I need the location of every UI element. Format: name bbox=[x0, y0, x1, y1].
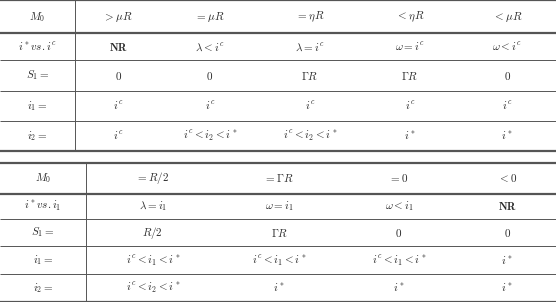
Text: $i^*$: $i^*$ bbox=[393, 282, 405, 294]
Text: $0$: $0$ bbox=[206, 69, 214, 82]
Text: $< 0$: $< 0$ bbox=[498, 172, 517, 184]
Text: $i^c$: $i^c$ bbox=[113, 99, 123, 112]
Text: $i^c$: $i^c$ bbox=[305, 99, 315, 112]
Text: $i^*vs.i^c$: $i^*vs.i^c$ bbox=[18, 40, 57, 53]
Text: $i^*vs.i_1$: $i^*vs.i_1$ bbox=[24, 199, 62, 213]
Text: $M_0$: $M_0$ bbox=[35, 172, 51, 185]
Text: $0$: $0$ bbox=[395, 226, 403, 239]
Text: $i^c < i_2 < i^*$: $i^c < i_2 < i^*$ bbox=[282, 129, 337, 143]
Text: $0$: $0$ bbox=[504, 226, 511, 239]
Text: $= \eta R$: $= \eta R$ bbox=[296, 9, 324, 24]
Text: $i^*$: $i^*$ bbox=[502, 130, 513, 142]
Text: $\omega = i^c$: $\omega = i^c$ bbox=[395, 40, 425, 53]
Text: $< \mu R$: $< \mu R$ bbox=[493, 10, 522, 24]
Text: $= R/2$: $= R/2$ bbox=[136, 170, 170, 186]
Text: $\Gamma R$: $\Gamma R$ bbox=[271, 226, 288, 239]
Text: $= \Gamma R$: $= \Gamma R$ bbox=[265, 172, 294, 184]
Text: $i^c < i_1 < i^*$: $i^c < i_1 < i^*$ bbox=[371, 253, 426, 268]
Text: $i_1 =$: $i_1 =$ bbox=[33, 253, 53, 267]
Text: $i^c < i_1 < i^*$: $i^c < i_1 < i^*$ bbox=[126, 253, 180, 268]
Text: $\lambda = i_1$: $\lambda = i_1$ bbox=[139, 199, 167, 213]
Text: $\omega < i^c$: $\omega < i^c$ bbox=[493, 40, 522, 53]
Text: $> \mu R$: $> \mu R$ bbox=[103, 10, 133, 24]
Text: $S_1 =$: $S_1 =$ bbox=[26, 69, 49, 82]
Text: $= \mu R$: $= \mu R$ bbox=[195, 10, 225, 24]
Text: $0$: $0$ bbox=[504, 69, 511, 82]
Text: $\mathbf{NR}$: $\mathbf{NR}$ bbox=[108, 41, 128, 53]
Text: $i^*$: $i^*$ bbox=[502, 254, 513, 267]
Text: $i^*$: $i^*$ bbox=[502, 282, 513, 294]
Text: $i^*$: $i^*$ bbox=[404, 130, 416, 142]
Text: $i^c$: $i^c$ bbox=[113, 130, 123, 142]
Text: $0$: $0$ bbox=[115, 69, 122, 82]
Text: $i^c < i_2 < i^*$: $i^c < i_2 < i^*$ bbox=[126, 281, 180, 295]
Text: $S_1 =$: $S_1 =$ bbox=[31, 226, 55, 239]
Text: $< \eta R$: $< \eta R$ bbox=[396, 9, 424, 24]
Text: $\lambda < i^c$: $\lambda < i^c$ bbox=[195, 41, 225, 53]
Text: $i^c$: $i^c$ bbox=[502, 99, 513, 112]
Text: $\Gamma R$: $\Gamma R$ bbox=[401, 69, 419, 82]
Text: $\lambda = i^c$: $\lambda = i^c$ bbox=[295, 41, 325, 53]
Text: $R/2$: $R/2$ bbox=[142, 225, 163, 240]
Text: $i^c < i_2 < i^*$: $i^c < i_2 < i^*$ bbox=[182, 129, 237, 143]
Text: $\omega = i_1$: $\omega = i_1$ bbox=[265, 199, 294, 213]
Text: $\omega < i_1$: $\omega < i_1$ bbox=[385, 199, 413, 213]
Text: $i_2 =$: $i_2 =$ bbox=[27, 129, 48, 143]
Text: $i_1 =$: $i_1 =$ bbox=[27, 99, 48, 113]
Text: $i^c$: $i^c$ bbox=[205, 99, 215, 112]
Text: $i_2 =$: $i_2 =$ bbox=[33, 281, 53, 295]
Text: $i^c < i_1 < i^*$: $i^c < i_1 < i^*$ bbox=[252, 253, 307, 268]
Text: $= 0$: $= 0$ bbox=[389, 172, 409, 184]
Text: $\Gamma R$: $\Gamma R$ bbox=[301, 69, 319, 82]
Text: $\mathbf{NR}$: $\mathbf{NR}$ bbox=[498, 200, 517, 212]
Text: $i^*$: $i^*$ bbox=[274, 282, 285, 294]
Text: $i^c$: $i^c$ bbox=[405, 99, 415, 112]
Text: $M_0$: $M_0$ bbox=[29, 10, 46, 24]
